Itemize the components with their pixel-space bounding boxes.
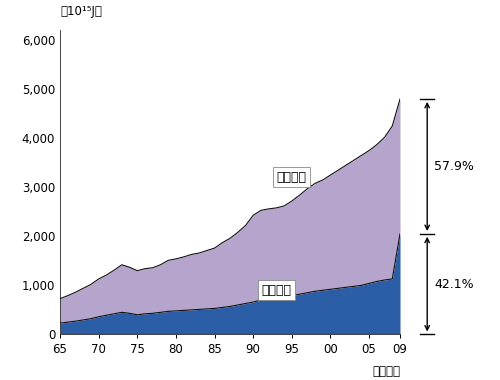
Text: 57.9%: 57.9%	[434, 160, 474, 173]
Text: 家庭部門: 家庭部門	[262, 284, 292, 297]
Text: （10¹⁵J）: （10¹⁵J）	[60, 5, 102, 18]
Text: 42.1%: 42.1%	[434, 278, 474, 291]
Text: （年度）: （年度）	[372, 365, 400, 378]
Text: 業務部門: 業務部門	[277, 171, 307, 184]
